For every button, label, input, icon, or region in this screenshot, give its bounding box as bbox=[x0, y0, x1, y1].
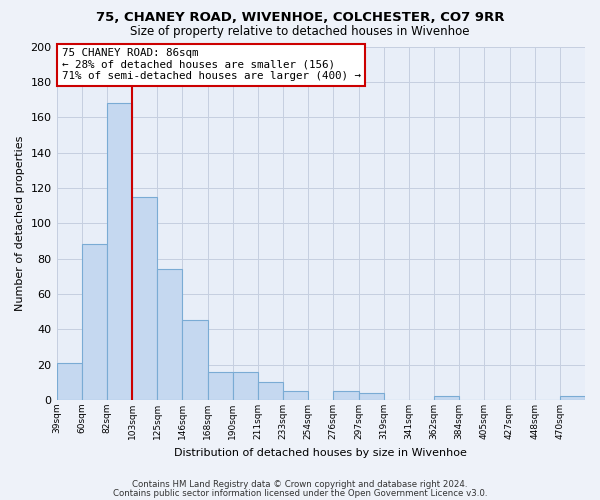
Bar bbox=[359, 393, 383, 400]
Text: Contains public sector information licensed under the Open Government Licence v3: Contains public sector information licen… bbox=[113, 488, 487, 498]
Text: 75, CHANEY ROAD, WIVENHOE, COLCHESTER, CO7 9RR: 75, CHANEY ROAD, WIVENHOE, COLCHESTER, C… bbox=[96, 11, 504, 24]
Y-axis label: Number of detached properties: Number of detached properties bbox=[15, 136, 25, 311]
Text: Contains HM Land Registry data © Crown copyright and database right 2024.: Contains HM Land Registry data © Crown c… bbox=[132, 480, 468, 489]
Text: 75 CHANEY ROAD: 86sqm
← 28% of detached houses are smaller (156)
71% of semi-det: 75 CHANEY ROAD: 86sqm ← 28% of detached … bbox=[62, 48, 361, 82]
Bar bbox=[56, 363, 82, 400]
Bar bbox=[434, 396, 459, 400]
Text: Size of property relative to detached houses in Wivenhoe: Size of property relative to detached ho… bbox=[130, 25, 470, 38]
X-axis label: Distribution of detached houses by size in Wivenhoe: Distribution of detached houses by size … bbox=[175, 448, 467, 458]
Bar bbox=[208, 372, 233, 400]
Bar bbox=[107, 103, 132, 400]
Bar bbox=[82, 244, 107, 400]
Bar bbox=[132, 196, 157, 400]
Bar bbox=[283, 391, 308, 400]
Bar bbox=[334, 391, 359, 400]
Bar bbox=[157, 269, 182, 400]
Bar bbox=[233, 372, 258, 400]
Bar bbox=[182, 320, 208, 400]
Bar bbox=[258, 382, 283, 400]
Bar bbox=[560, 396, 585, 400]
